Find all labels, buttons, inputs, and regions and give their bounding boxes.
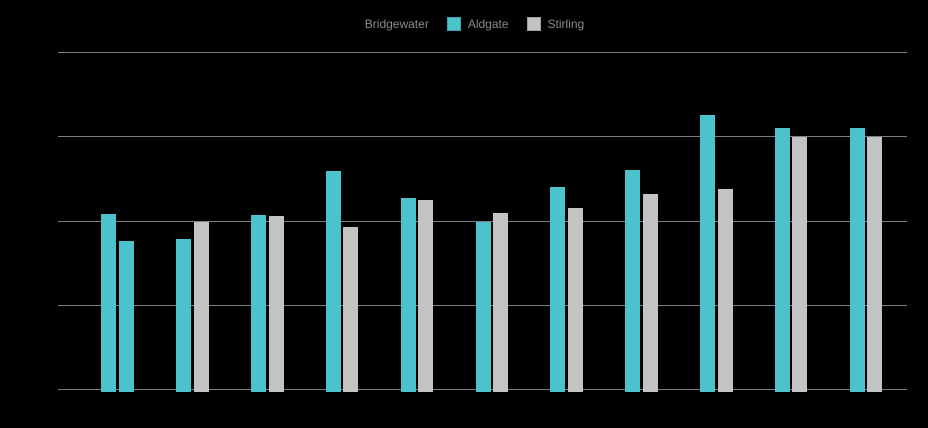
bar-stirling-11: [867, 137, 883, 392]
bar-aldgate-11: [849, 128, 865, 392]
bar-stirling-5: [418, 200, 434, 392]
legend: Bridgewater Aldgate Stirling: [0, 17, 928, 31]
bar-aldgate-9: [700, 115, 716, 392]
legend-item-stirling[interactable]: Stirling: [526, 17, 585, 31]
bar-stirling-10: [792, 137, 808, 392]
bar-aldgate-1: [101, 214, 117, 392]
bar-stirling-1: [118, 241, 134, 392]
bar-aldgate-2: [176, 239, 192, 392]
bar-stirling-7: [567, 208, 583, 392]
gridline-100: [58, 52, 907, 53]
bar-aldgate-7: [550, 187, 566, 392]
legend-label-stirling: Stirling: [547, 17, 585, 31]
legend-swatch-bridgewater: [343, 17, 358, 31]
legend-label-bridgewater: Bridgewater: [364, 17, 429, 31]
bar-stirling-6: [493, 213, 509, 392]
legend-swatch-aldgate: [446, 17, 461, 31]
bar-aldgate-10: [774, 128, 790, 392]
gridline-50: [58, 221, 907, 222]
bar-aldgate-4: [325, 171, 341, 392]
bar-aldgate-5: [400, 198, 416, 392]
bar-aldgate-6: [475, 222, 491, 392]
bar-stirling-4: [343, 227, 359, 392]
gridline-75: [58, 136, 907, 137]
legend-item-bridgewater[interactable]: Bridgewater: [343, 17, 429, 31]
bar-stirling-2: [193, 222, 209, 392]
legend-swatch-stirling: [526, 17, 541, 31]
bar-stirling-9: [717, 189, 733, 392]
bar-aldgate-8: [625, 170, 641, 392]
bar-stirling-3: [268, 216, 284, 392]
bar-aldgate-3: [251, 215, 266, 392]
legend-item-aldgate[interactable]: Aldgate: [446, 17, 509, 31]
bar-stirling-8: [642, 194, 658, 392]
legend-label-aldgate: Aldgate: [467, 17, 509, 31]
